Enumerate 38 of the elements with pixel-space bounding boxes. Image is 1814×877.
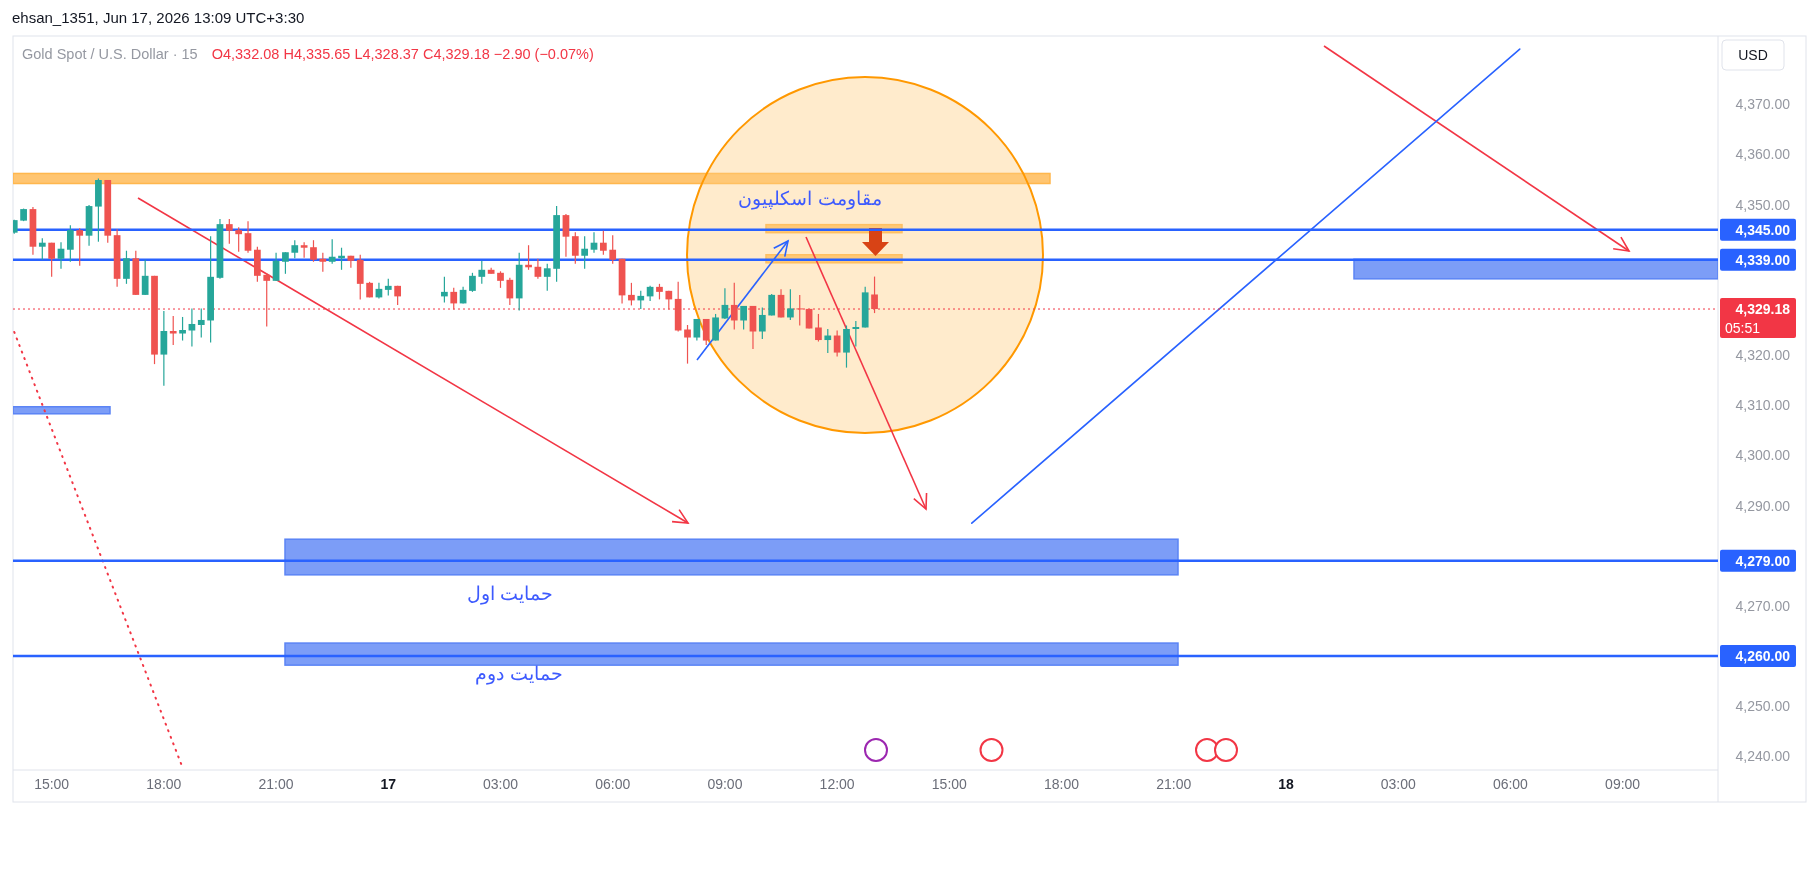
x-tick-label: 06:00 bbox=[1492, 776, 1529, 792]
x-tick-label: 18:00 bbox=[1044, 776, 1080, 792]
y-tick-label: 4,300.00 bbox=[1735, 447, 1791, 464]
y-tick-label: 4,270.00 bbox=[1735, 597, 1791, 614]
y-axis-title: USD bbox=[1738, 47, 1768, 63]
text: Gold Spot / U.S. Dollar · 15 bbox=[22, 46, 198, 62]
text: ehsan_1351, Jun 17, 2026 13:09 UTC+3:30 bbox=[12, 9, 305, 26]
y-tick-label: 4,240.00 bbox=[1735, 748, 1791, 765]
y-tick-label: 4,350.00 bbox=[1735, 196, 1791, 213]
band-label: حمایت دوم bbox=[475, 663, 563, 685]
y-tick-label: 4,360.00 bbox=[1735, 146, 1791, 163]
x-tick-label: 12:00 bbox=[819, 776, 855, 792]
x-tick-label: 06:00 bbox=[595, 776, 631, 792]
band-label: حمایت اول bbox=[466, 583, 554, 605]
y-tick-label: 4,310.00 bbox=[1735, 397, 1791, 414]
ref-line-label: 4,279.00 bbox=[1735, 552, 1791, 569]
y-tick-label: 4,320.00 bbox=[1735, 347, 1791, 364]
text: O4,332.08 H4,335.65 L4,328.37 C4,329.18 −2.90 (−0.07%) bbox=[211, 46, 594, 62]
ref-line-label: 4,339.00 bbox=[1735, 251, 1791, 268]
x-tick-label: 09:00 bbox=[707, 776, 743, 792]
x-tick-label: 15:00 bbox=[931, 776, 968, 792]
band-label: مقاومت اسکلپیون bbox=[738, 188, 882, 210]
ref-line-label: 4,345.00 bbox=[1735, 221, 1791, 238]
x-tick-label: 17 bbox=[380, 776, 397, 792]
y-tick-label: 4,290.00 bbox=[1735, 497, 1791, 514]
y-tick-label: 4,250.00 bbox=[1735, 698, 1791, 715]
ref-line-label: 4,260.00 bbox=[1735, 648, 1791, 665]
text: 05:51 bbox=[1725, 320, 1761, 337]
y-tick-label: 4,370.00 bbox=[1735, 96, 1791, 113]
x-tick-label: 18 bbox=[1278, 776, 1294, 792]
x-tick-label: 03:00 bbox=[1380, 776, 1416, 792]
x-tick-label: 15:00 bbox=[34, 776, 70, 792]
x-tick-label: 09:00 bbox=[1605, 776, 1641, 792]
x-tick-label: 18:00 bbox=[146, 776, 182, 792]
ref-line-label: 4,329.18 bbox=[1735, 301, 1791, 318]
x-tick-label: 03:00 bbox=[482, 776, 519, 792]
x-tick-label: 21:00 bbox=[258, 776, 294, 792]
x-tick-label: 21:00 bbox=[1156, 776, 1192, 792]
